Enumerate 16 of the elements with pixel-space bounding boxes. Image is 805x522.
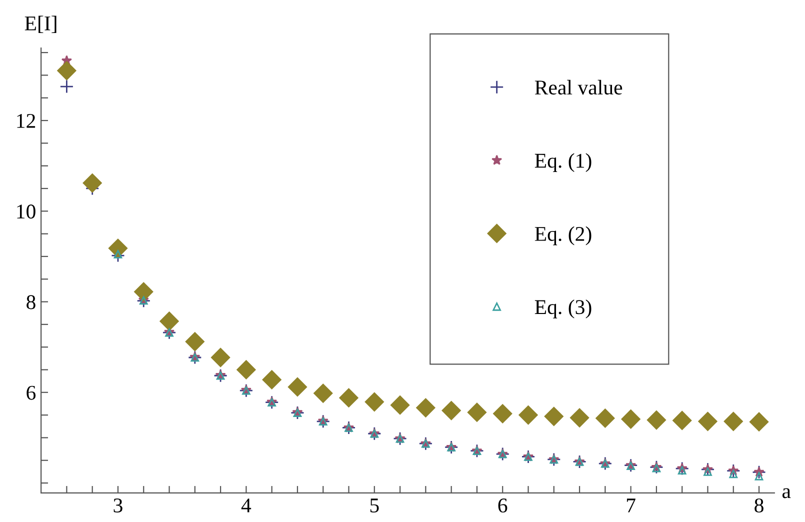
y-axis-title: E[I] <box>24 16 56 34</box>
x-axis-title: a <box>782 488 791 498</box>
x-tick-label: 6 <box>498 498 508 512</box>
legend-label: Eq. (1) <box>534 153 592 172</box>
x-tick-label: 7 <box>626 498 636 512</box>
x-tick-label: 5 <box>370 498 379 512</box>
y-tick-label: 8 <box>26 295 36 310</box>
y-tick-label: 12 <box>17 114 36 128</box>
y-tick-label: 6 <box>26 386 36 400</box>
y-tick-label: 10 <box>17 204 36 219</box>
legend-label: Real value <box>534 80 622 95</box>
legend-label: Eq. (2) <box>534 226 592 246</box>
x-tick-label: 3 <box>114 498 122 512</box>
legend-label: Eq. (3) <box>534 299 592 318</box>
x-tick-label: 4 <box>241 498 252 512</box>
x-tick-label: 8 <box>754 498 764 512</box>
